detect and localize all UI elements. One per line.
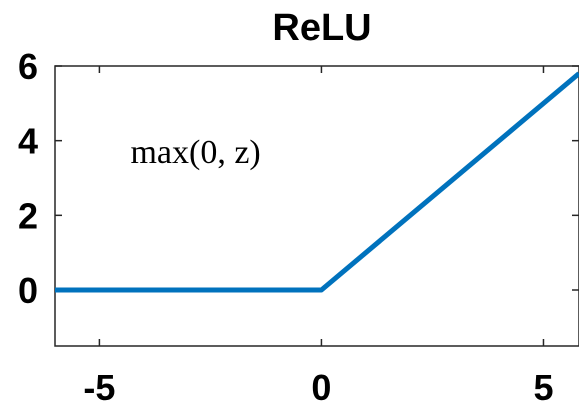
- chart-title: ReLU: [272, 7, 371, 49]
- x-axis-tick-labels: -5 0 5: [83, 367, 553, 408]
- y-tick-label: 4: [18, 121, 38, 162]
- y-tick-label: 6: [18, 46, 38, 87]
- axes-box: [54, 65, 579, 347]
- y-tick-label: 0: [18, 270, 38, 311]
- y-tick-label: 2: [18, 195, 38, 236]
- axis-ticks: [55, 65, 579, 346]
- formula-annotation: max(0, z): [130, 134, 260, 171]
- relu-series-line: [55, 71, 579, 293]
- x-tick-label: 0: [311, 367, 331, 408]
- x-tick-label: 5: [533, 367, 553, 408]
- annotation-layer: max(0, z): [130, 134, 260, 171]
- y-axis-tick-labels: 0 2 4 6: [18, 46, 38, 311]
- plot-area: max(0, z): [54, 65, 579, 347]
- series-layer: [55, 71, 579, 293]
- x-tick-label: -5: [83, 367, 115, 408]
